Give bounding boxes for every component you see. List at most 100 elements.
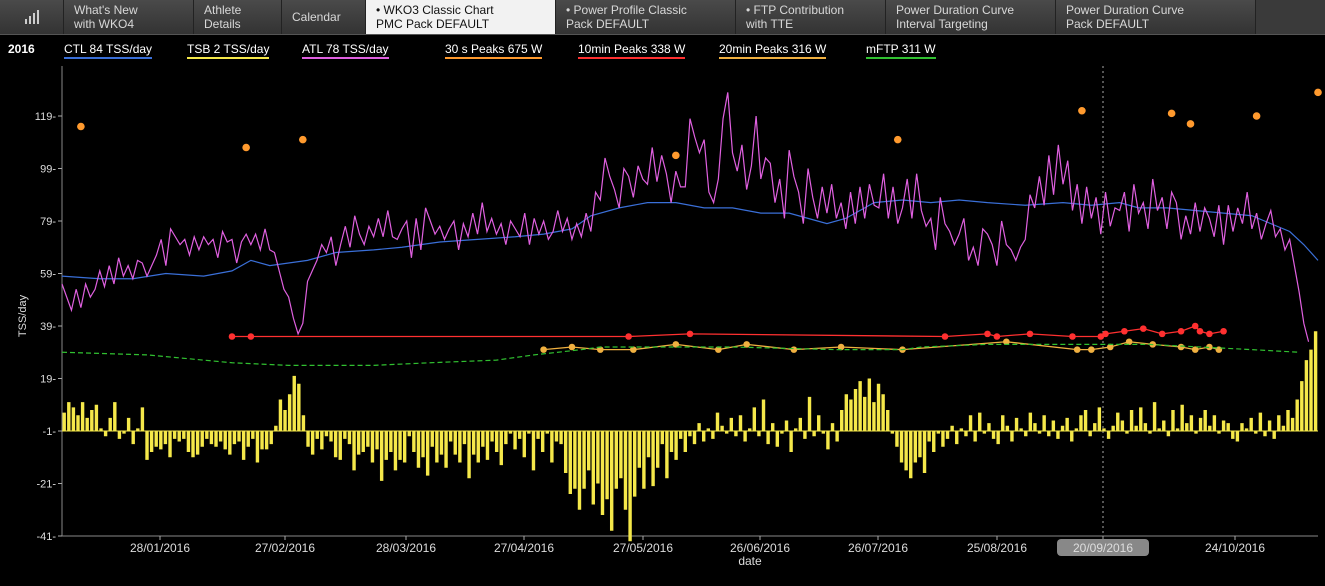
tsb-bar (1070, 431, 1074, 442)
30-s-peaks-point (77, 122, 85, 131)
chart-legend: 2016 CTL 84 TSS/day TSB 2 TSS/day ATL 78… (0, 36, 1325, 59)
tsb-bar (536, 431, 540, 439)
tab-power-profile[interactable]: • Power Profile Classic Pack DEFAULT (556, 0, 736, 34)
30-s-peaks-point (1252, 112, 1261, 120)
y-tick-label: 59- (40, 269, 56, 281)
20min-peaks-point (1177, 343, 1185, 351)
tsb-bar (361, 431, 365, 452)
tsb-bar (1097, 407, 1102, 431)
legend-ctl[interactable]: CTL 84 TSS/day (64, 42, 153, 59)
tab-whats-new[interactable]: What's New with WKO4 (64, 0, 194, 34)
tsb-bar (453, 431, 457, 455)
10min-peaks-point (1121, 327, 1128, 335)
30-s-peaks-point (893, 135, 902, 144)
tsb-bar (467, 431, 471, 479)
tsb-bar (366, 431, 370, 447)
tsb-bar (637, 431, 641, 468)
tab-wko3[interactable]: • WKO3 Classic Chart PMC Pack DEFAULT (366, 0, 556, 34)
tsb-bar (126, 417, 131, 431)
tsb-bar (803, 431, 807, 439)
tsb-bar (554, 431, 559, 442)
tab-athlete[interactable]: Athlete Details (194, 0, 282, 34)
tsb-bar (1079, 415, 1083, 431)
tsb-bar (1263, 431, 1267, 437)
legend-10min-peaks[interactable]: 10min Peaks 338 W (578, 42, 686, 59)
20min-peaks-point (743, 341, 750, 348)
tsb-bar (412, 431, 416, 452)
tsb-bar (140, 407, 145, 431)
tab-icon[interactable] (0, 0, 64, 34)
tsb-bar (108, 417, 112, 431)
x-axis-label: date (738, 554, 762, 568)
legend-tsb[interactable]: TSB 2 TSS/day (187, 42, 270, 59)
tsb-bar (702, 431, 706, 442)
tsb-bar (794, 428, 798, 431)
tsb-bar (1212, 415, 1217, 431)
tsb-bar (752, 407, 757, 431)
tab-bar: What's New with WKO4 Athlete Details Calenda… (0, 0, 1325, 35)
tsb-bar (821, 431, 826, 434)
legend-30s-peaks[interactable]: 30 s Peaks 675 W (445, 42, 543, 59)
tsb-bar (964, 431, 968, 437)
tsb-bar (172, 431, 177, 439)
tsb-bar (62, 412, 66, 431)
10min-peaks-point (1206, 330, 1213, 338)
tsb-bar (927, 431, 931, 442)
tsb-bar (343, 431, 347, 439)
tsb-bar (982, 431, 987, 434)
x-tick-label: 26/07/2016 (848, 541, 908, 555)
tsb-bar (1180, 404, 1184, 431)
20min-peaks-point (1191, 346, 1199, 353)
legend-20min-peaks[interactable]: 20min Peaks 316 W (719, 42, 827, 59)
tsb-bar (1249, 417, 1253, 431)
tsb-bar (283, 410, 287, 431)
tsb-bar (619, 431, 623, 479)
tsb-bar (214, 431, 218, 447)
tsb-bar (1290, 417, 1295, 431)
tsb-bar (444, 431, 448, 468)
tsb-bar (324, 431, 329, 437)
year-label: 2016 (8, 42, 35, 56)
tsb-bar (849, 399, 853, 431)
tsb-bar (913, 431, 918, 463)
tsb-bar (1267, 420, 1272, 431)
tab-ftp[interactable]: • FTP Contribution with TTE (736, 0, 886, 34)
tsb-bar (771, 423, 775, 431)
tsb-bar (71, 407, 76, 431)
tsb-bar (573, 431, 577, 489)
tsb-bar (320, 431, 324, 450)
legend-mftp[interactable]: mFTP 311 W (866, 42, 936, 59)
tsb-bar (812, 431, 816, 437)
tsb-bar (586, 431, 591, 471)
tsb-bar (757, 431, 761, 437)
tsb-bar (292, 375, 296, 431)
pmc-chart[interactable]: 119- 99- 79- 59- 39- 19- -1- -21- -41- TSS/day 28/… (0, 58, 1325, 586)
x-tick-label: 25/08/2016 (967, 541, 1027, 555)
tsb-bar (218, 431, 223, 442)
tab-calendar[interactable]: Calendar (282, 0, 366, 34)
tsb-bar (628, 431, 632, 542)
tsb-bar (200, 431, 204, 447)
tab-pdc-interval[interactable]: Power Duration Curve Interval Targeting (886, 0, 1056, 34)
10min-peaks-point (1139, 325, 1147, 332)
tsb-bar (596, 431, 600, 484)
tsb-bar (775, 431, 780, 447)
tsb-bar (766, 431, 770, 445)
tsb-bar (683, 431, 687, 452)
tsb-bar (950, 425, 954, 431)
tsb-bar (1309, 349, 1313, 431)
tab-pdc-pack[interactable]: Power Duration Curve Pack DEFAULT (1056, 0, 1256, 34)
tsb-bar (945, 431, 950, 439)
tsb-bar (255, 431, 260, 463)
tsb-bar (1272, 431, 1276, 439)
tsb-bar (890, 431, 895, 434)
legend-atl[interactable]: ATL 78 TSS/day (302, 42, 389, 59)
tsb-bar (936, 431, 941, 434)
tsb-bar (761, 399, 766, 431)
tsb-bar (738, 415, 743, 431)
tsb-bar (517, 431, 522, 439)
10min-peaks-point (1069, 333, 1076, 340)
tsb-bar (835, 431, 839, 442)
tsb-bar (398, 431, 402, 460)
tsb-bar (94, 404, 99, 431)
